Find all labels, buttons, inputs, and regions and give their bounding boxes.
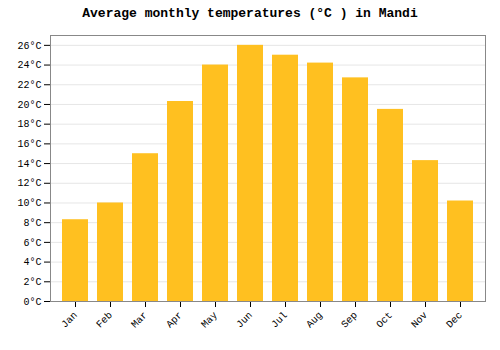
svg-text:10°C: 10°C xyxy=(17,198,41,209)
svg-text:14°C: 14°C xyxy=(17,159,41,170)
svg-text:8°C: 8°C xyxy=(23,218,41,229)
svg-text:18°C: 18°C xyxy=(17,119,41,130)
svg-text:Apr: Apr xyxy=(164,310,185,331)
svg-text:May: May xyxy=(199,310,220,331)
svg-text:20°C: 20°C xyxy=(17,100,41,111)
svg-text:26°C: 26°C xyxy=(17,41,41,52)
svg-text:Jul: Jul xyxy=(269,310,290,331)
svg-text:Feb: Feb xyxy=(94,310,115,331)
svg-text:16°C: 16°C xyxy=(17,139,41,150)
svg-text:Dec: Dec xyxy=(444,310,465,331)
svg-text:Jan: Jan xyxy=(59,310,80,331)
svg-text:2°C: 2°C xyxy=(23,277,41,288)
svg-text:24°C: 24°C xyxy=(17,60,41,71)
svg-text:Nov: Nov xyxy=(409,310,430,331)
svg-text:6°C: 6°C xyxy=(23,238,41,249)
svg-text:0°C: 0°C xyxy=(23,297,41,308)
svg-text:12°C: 12°C xyxy=(17,178,41,189)
svg-text:Oct: Oct xyxy=(374,310,395,331)
svg-text:Aug: Aug xyxy=(304,310,325,331)
svg-text:22°C: 22°C xyxy=(17,80,41,91)
svg-text:Jun: Jun xyxy=(234,310,255,331)
svg-text:Sep: Sep xyxy=(339,310,360,331)
svg-text:4°C: 4°C xyxy=(23,257,41,268)
svg-text:Mar: Mar xyxy=(129,310,150,331)
html-text:Average monthly temperatures (: Average monthly temperatures (°C ) in Ma… xyxy=(82,6,418,21)
